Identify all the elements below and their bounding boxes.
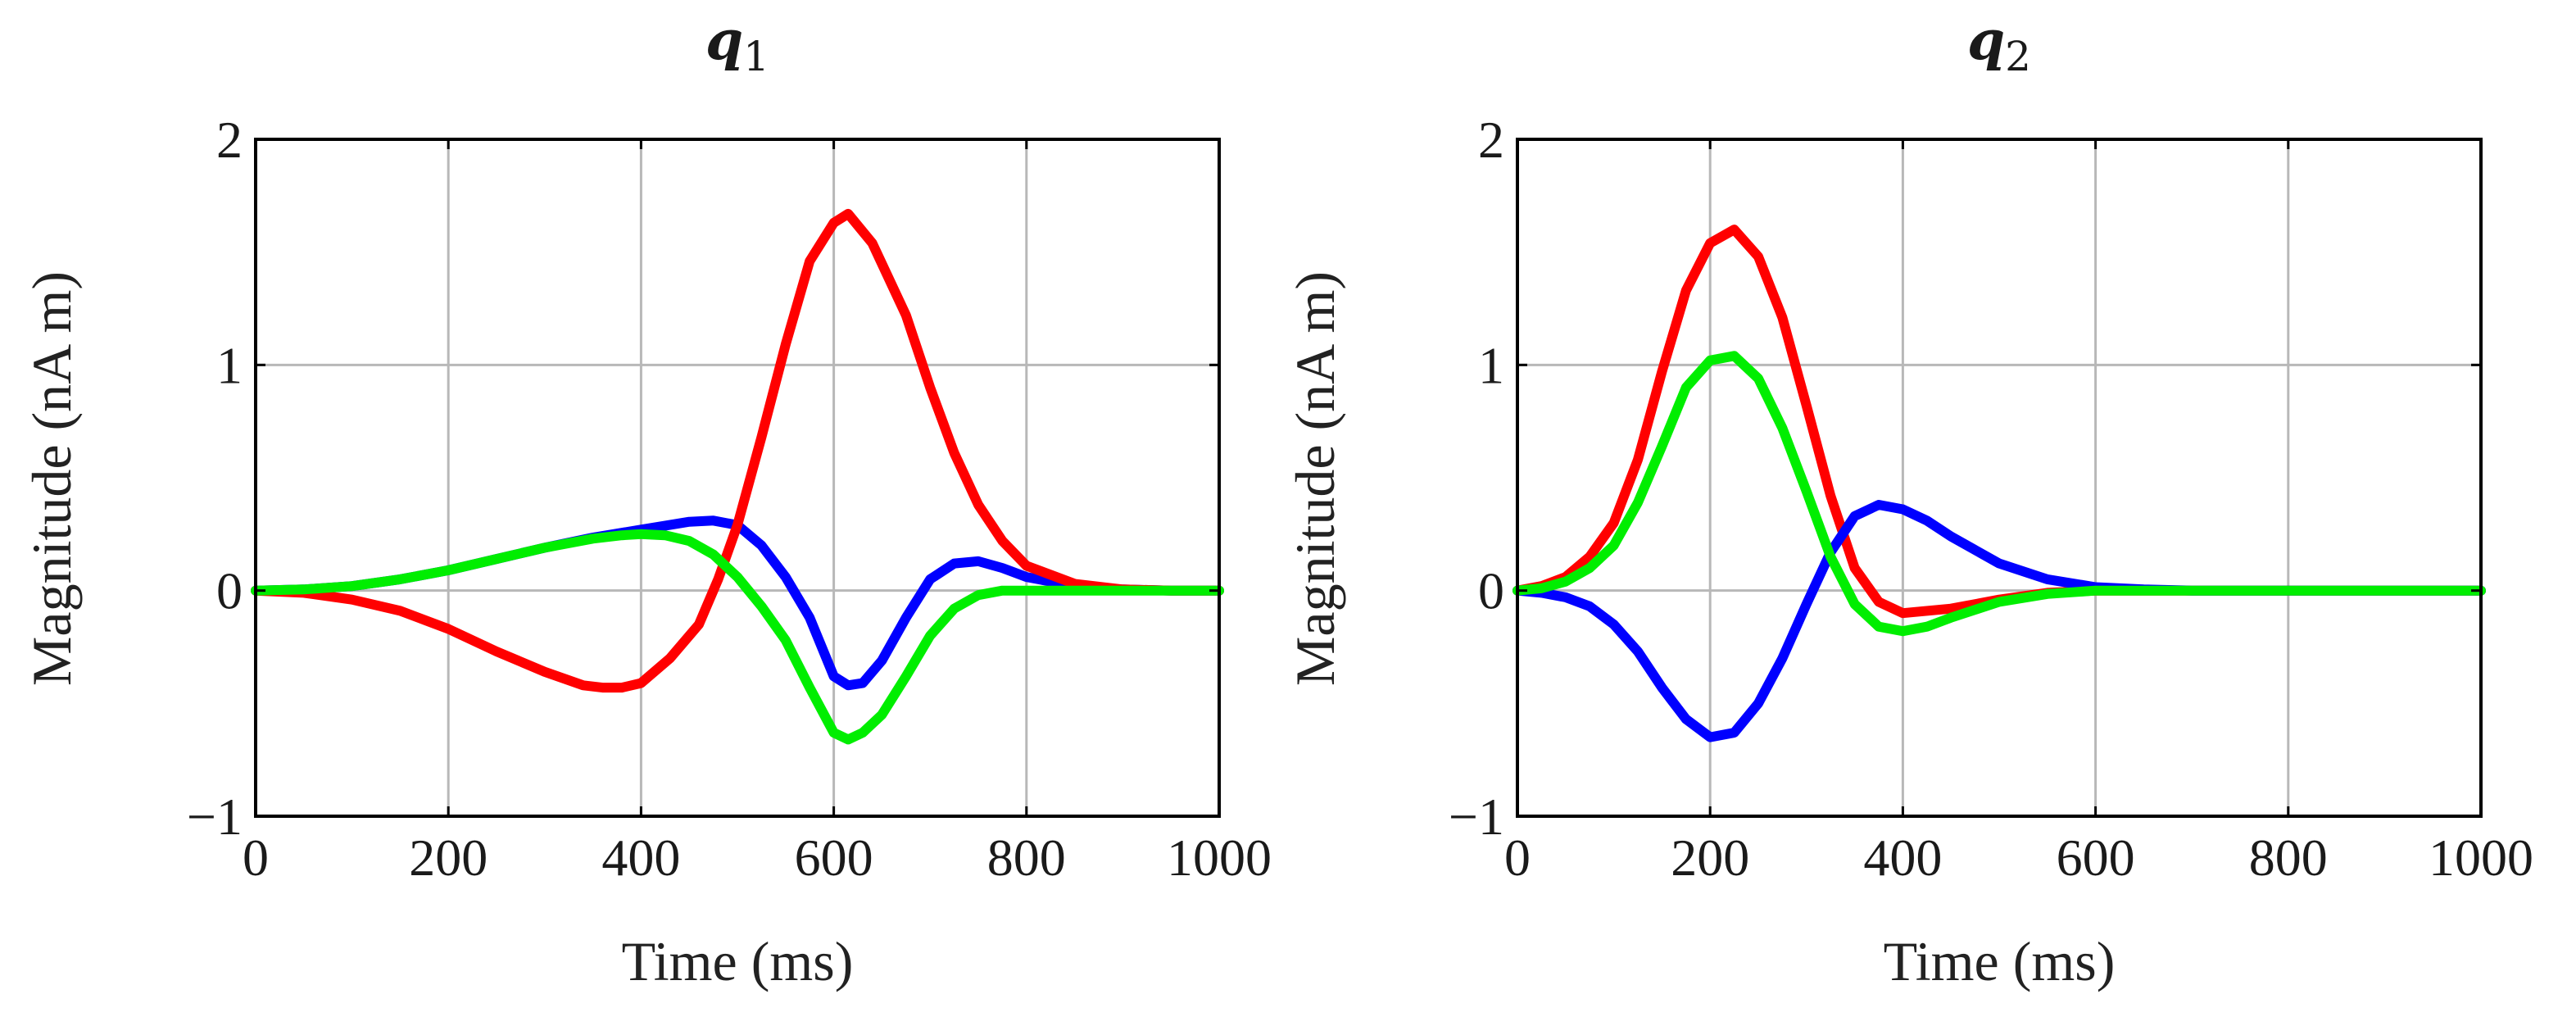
x-tick-label: 400 [1863, 828, 1942, 887]
y-tick-label: 0 [1478, 562, 1504, 620]
chart-title-subscript: 1 [743, 33, 769, 80]
y-tick-label: −1 [1449, 788, 1504, 846]
x-tick-label: 200 [409, 828, 488, 887]
y-tick-label: 2 [1478, 111, 1504, 169]
x-tick-label: 800 [2249, 828, 2328, 887]
grid [254, 138, 1221, 818]
chart-title: q1 [705, 8, 769, 80]
chart-title-symbol: q [705, 8, 743, 72]
chart-title-symbol: q [1967, 8, 2005, 72]
series-line-red [1512, 225, 2486, 619]
x-tick-label: 1000 [2429, 828, 2533, 887]
series-line-green [251, 529, 1224, 745]
x-tick-label: 600 [795, 828, 873, 887]
x-tick-label: 0 [243, 828, 269, 887]
y-tick-label: 0 [216, 562, 243, 620]
plot-area-frame [1516, 138, 2483, 818]
series-line-blue [251, 515, 1224, 691]
series-line-red [251, 208, 1224, 693]
y-tick-label: −1 [187, 788, 243, 846]
x-axis-label: Time (ms) [1884, 930, 2116, 992]
plot-area-frame [254, 138, 1221, 818]
x-tick-label: 400 [601, 828, 680, 887]
y-tick-label: 1 [1478, 336, 1504, 394]
x-tick-label: 1000 [1167, 828, 1272, 887]
y-tick-label: 1 [216, 336, 243, 394]
x-tick-label: 800 [987, 828, 1066, 887]
y-axis-label: Magnitude (nA m) [1284, 271, 1346, 686]
series-line-blue [1512, 500, 2486, 742]
y-axis-label: Magnitude (nA m) [20, 271, 83, 686]
chart-panel-q1: q1 Magnitude (nA m) Time (ms) 0 200 400 600… [20, 8, 1272, 992]
x-tick-label: 600 [2057, 828, 2135, 887]
series-line-green [1512, 351, 2486, 637]
series-group [1512, 225, 2486, 742]
grid [1516, 138, 2483, 818]
x-tick-label: 0 [1504, 828, 1531, 887]
series-group [251, 208, 1224, 745]
chart-title: q2 [1967, 8, 2031, 80]
y-tick-label: 2 [216, 111, 243, 169]
chart-panel-q2: q2 Magnitude (nA m) Time (ms) 0 200 400 600… [1284, 8, 2533, 992]
x-tick-label: 200 [1671, 828, 1749, 887]
x-axis-label: Time (ms) [622, 930, 854, 992]
chart-title-subscript: 2 [2005, 33, 2031, 80]
